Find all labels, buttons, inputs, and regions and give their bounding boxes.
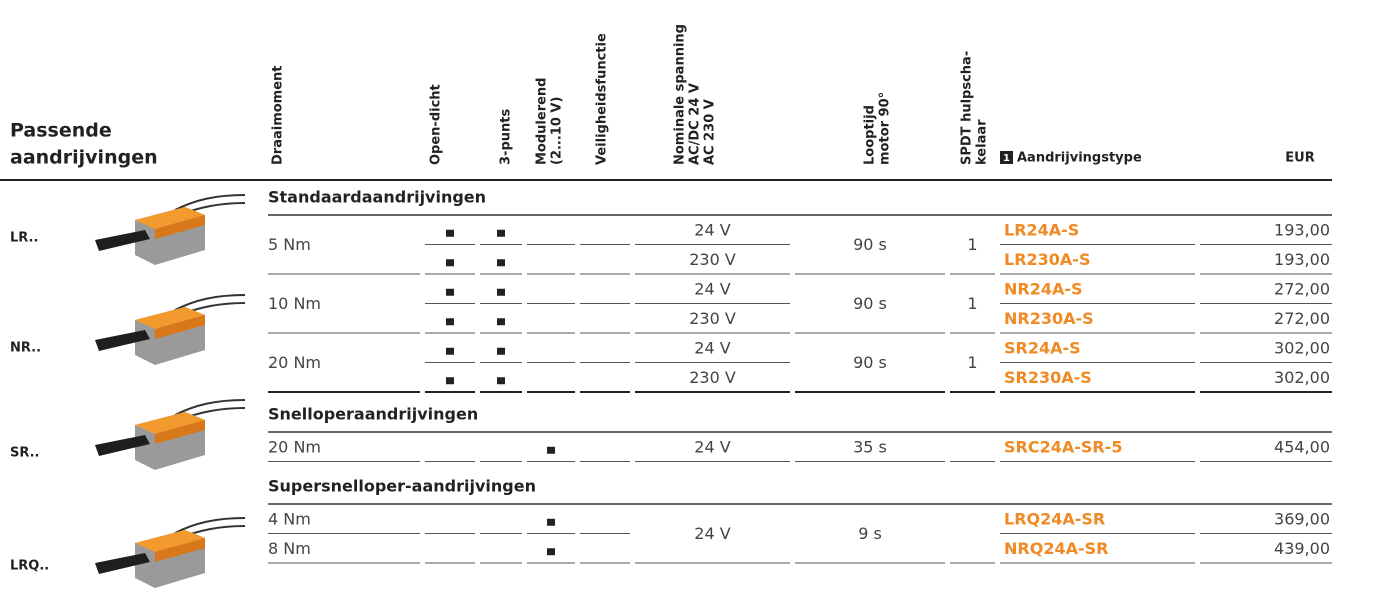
cover	[135, 412, 205, 434]
cell-text: 230 V	[689, 250, 736, 269]
cover-side	[155, 215, 205, 239]
cell-text: 8 Nm	[268, 539, 311, 558]
cell-text: 24 V	[694, 279, 730, 298]
actuator-image	[95, 294, 246, 365]
model-label: SR..	[10, 446, 40, 461]
column-header: Modulerend	[535, 78, 550, 166]
group-title: Standaardaandrijvingen	[268, 188, 486, 207]
note-icon	[1000, 151, 1013, 164]
model-label: LR..	[10, 231, 38, 246]
indicator	[497, 318, 505, 326]
product-type: NRQ24A-SR	[1004, 539, 1108, 558]
column-header: SPDT hulpscha-	[960, 51, 975, 165]
cell-text: 90 s	[853, 294, 887, 313]
indicator	[497, 347, 505, 355]
product-type: SR24A-S	[1004, 338, 1081, 357]
arm	[95, 553, 150, 574]
indicator	[497, 229, 505, 237]
cell-text: 24 V	[694, 220, 730, 239]
indicator	[446, 229, 454, 237]
cell-text: 1	[967, 294, 977, 313]
cell-text: 10 Nm	[268, 294, 321, 313]
cell-text: 272,00	[1274, 309, 1330, 328]
column-header: kelaar	[975, 119, 990, 165]
model-label: NR..	[10, 341, 41, 356]
cell-text: 1	[967, 235, 977, 254]
model-label: LRQ..	[10, 559, 49, 574]
product-type: LRQ24A-SR	[1004, 509, 1105, 528]
column-header: AC 230 V	[703, 99, 718, 165]
cell-text: 9 s	[858, 524, 882, 543]
indicator	[497, 288, 505, 296]
indicator	[547, 518, 555, 526]
cell-text: 20 Nm	[268, 437, 321, 456]
indicator	[497, 377, 505, 385]
cell-text: 20 Nm	[268, 353, 321, 372]
cover-side	[155, 538, 205, 562]
arm	[95, 435, 150, 456]
actuator-image	[95, 399, 246, 470]
column-header: AC/DC 24 V	[688, 83, 703, 165]
indicator	[446, 318, 454, 326]
cell-text: 193,00	[1274, 250, 1330, 269]
cell-text: 302,00	[1274, 368, 1330, 387]
column-header: EUR	[1285, 151, 1314, 166]
column-header: Open-dicht	[429, 84, 444, 165]
actuator-image	[95, 194, 246, 265]
cell-text: 5 Nm	[268, 235, 311, 254]
column-header: (2...10 V)	[550, 97, 565, 165]
cell-text: 302,00	[1274, 338, 1330, 357]
column-header: motor 90°	[878, 92, 893, 165]
group-title: Supersnelloper-aandrijvingen	[268, 477, 536, 496]
cell-text: 24 V	[694, 338, 730, 357]
cell-text: 35 s	[853, 437, 887, 456]
cell-text: 230 V	[689, 309, 736, 328]
cover	[135, 207, 205, 229]
product-type: LR24A-S	[1004, 220, 1079, 239]
cell-text: 454,00	[1274, 437, 1330, 456]
cover-side	[155, 420, 205, 444]
indicator	[547, 446, 555, 454]
arm	[95, 230, 150, 251]
cell-text: 4 Nm	[268, 509, 311, 528]
cell-text: 90 s	[853, 235, 887, 254]
product-type: NR24A-S	[1004, 279, 1083, 298]
cell-text: 230 V	[689, 368, 736, 387]
cell-text: 24 V	[694, 437, 730, 456]
cell-text: 193,00	[1274, 220, 1330, 239]
column-header: Nominale spanning	[673, 24, 688, 165]
indicator	[446, 377, 454, 385]
table-title: Passende	[10, 120, 112, 142]
arm	[95, 330, 150, 351]
column-header: Draaimoment	[271, 65, 286, 165]
indicator	[446, 347, 454, 355]
indicator	[497, 259, 505, 267]
cover	[135, 307, 205, 329]
column-header: Aandrijvingstype	[1017, 151, 1142, 166]
cell-text: 369,00	[1274, 509, 1330, 528]
indicator	[446, 259, 454, 267]
product-type: LR230A-S	[1004, 250, 1090, 269]
indicator	[446, 288, 454, 296]
cell-text: 272,00	[1274, 279, 1330, 298]
cover-side	[155, 315, 205, 339]
column-header: Looptijd	[863, 105, 878, 165]
column-header: Veiligheidsfunctie	[595, 33, 610, 165]
group-title: Snelloperaandrijvingen	[268, 405, 478, 424]
indicator	[547, 548, 555, 556]
table-title: aandrijvingen	[10, 147, 158, 169]
cell-text: 439,00	[1274, 539, 1330, 558]
product-type: SRC24A-SR-5	[1004, 437, 1123, 456]
note-number: 1	[1003, 153, 1010, 164]
cell-text: 90 s	[853, 353, 887, 372]
actuator-image	[95, 517, 246, 588]
cell-text: 1	[967, 353, 977, 372]
cell-text: 24 V	[694, 524, 730, 543]
column-header: 3-punts	[499, 109, 514, 165]
cover	[135, 530, 205, 552]
product-type: NR230A-S	[1004, 309, 1094, 328]
product-type: SR230A-S	[1004, 368, 1092, 387]
